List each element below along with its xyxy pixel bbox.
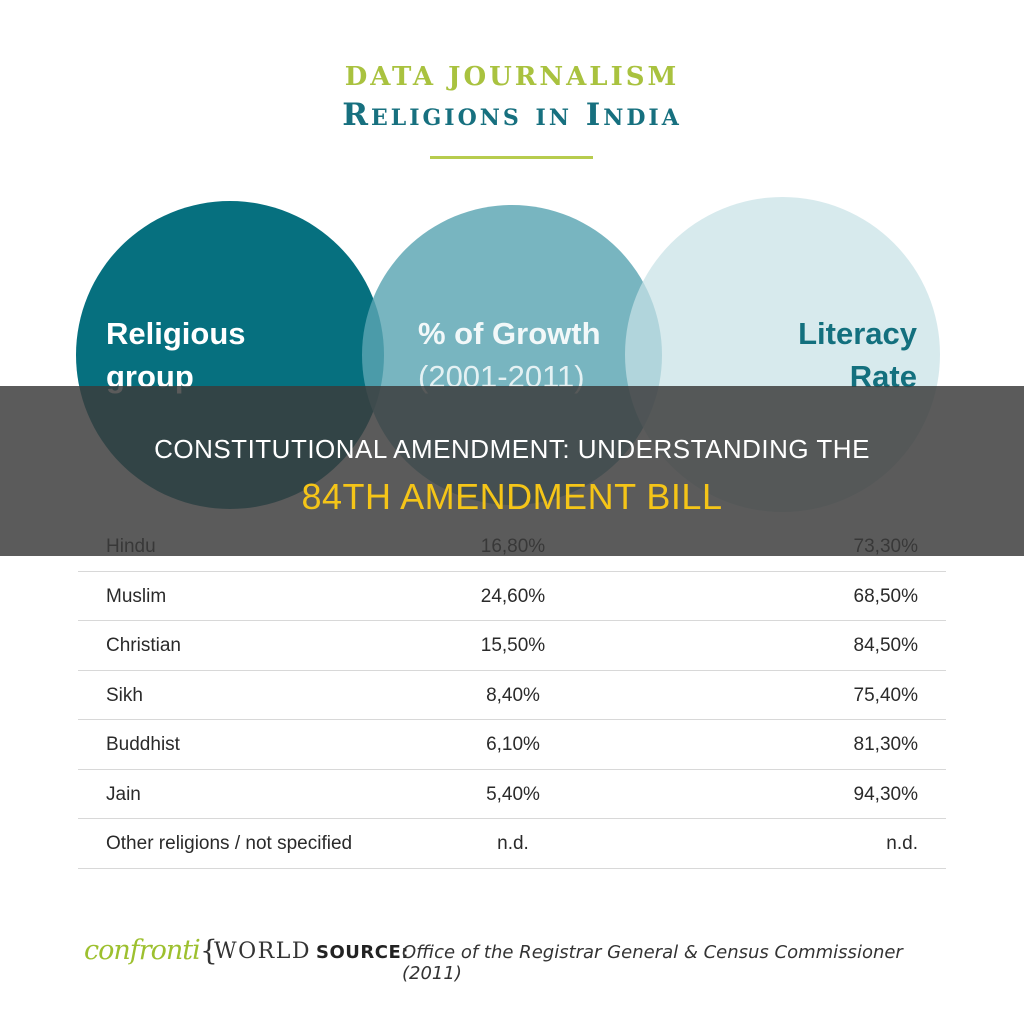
cell-growth: 8,40% [486, 684, 540, 706]
brand-logo-confronti: confronti [84, 935, 201, 966]
kicker-text: DATA JOURNALISM [344, 62, 680, 92]
overlay-title-line2: 84TH AMENDMENT BILL [301, 476, 723, 517]
cell-literacy: 84,50% [853, 635, 918, 656]
cell-religion: Other religions / not specified [106, 833, 353, 854]
title-divider [430, 156, 593, 159]
cell-literacy: 75,40% [853, 684, 918, 706]
growth-title: % of Growth [418, 316, 601, 351]
cell-literacy: 68,50% [853, 585, 918, 607]
cell-growth: n.d. [497, 833, 529, 854]
cell-growth: 24,60% [480, 585, 546, 607]
cell-growth: 5,40% [486, 783, 540, 805]
cell-literacy: n.d. [886, 833, 918, 854]
cell-growth: 6,10% [486, 734, 540, 755]
religion-table: Hindu 16,80% 73,30% Muslim 24,60% 68,50%… [78, 522, 946, 869]
table-row: Christian 15,50% 84,50% [78, 621, 946, 671]
cell-literacy: 94,30% [853, 783, 918, 805]
cell-religion: Jain [106, 783, 141, 805]
source-label: SOURCE: [316, 942, 409, 963]
page-title: Religions in India [342, 97, 682, 133]
table-row: Other religions / not specified n.d. n.d… [78, 819, 946, 869]
brand-brace-icon: { [200, 934, 218, 967]
cell-religion: Sikh [106, 684, 143, 706]
source-text: Office of the Registrar General & Census… [402, 942, 903, 984]
cell-growth: 15,50% [480, 635, 546, 656]
overlay-title-line1: CONSTITUTIONAL AMENDMENT: UNDERSTANDING … [154, 434, 870, 464]
cell-religion: Christian [106, 635, 181, 656]
table-row: Sikh 8,40% 75,40% [78, 671, 946, 720]
table-row: Buddhist 6,10% 81,30% [78, 720, 946, 770]
brand-logo-world: WORLD [214, 939, 311, 964]
title-overlay-band [0, 386, 1024, 556]
cell-religion: Muslim [106, 585, 167, 607]
table-row: Muslim 24,60% 68,50% [78, 572, 946, 621]
cell-religion: Buddhist [106, 734, 180, 755]
table-row: Jain 5,40% 94,30% [78, 770, 946, 819]
footer: confronti { WORLD SOURCE: Office of the … [84, 934, 954, 984]
cell-literacy: 81,30% [853, 734, 918, 755]
